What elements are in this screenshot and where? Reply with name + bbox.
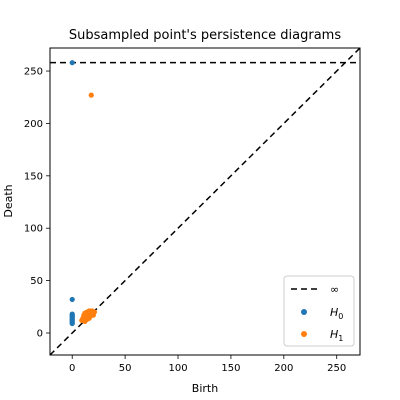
y-tick-label: 50 bbox=[30, 276, 43, 287]
point-h1 bbox=[88, 92, 94, 98]
axes-frame bbox=[49, 47, 361, 356]
x-tick-label: 150 bbox=[221, 363, 240, 374]
y-axis-ticks: 0 50 100 150 200 250 bbox=[24, 67, 50, 339]
x-tick-label: 200 bbox=[274, 363, 293, 374]
diagonal-line bbox=[49, 47, 361, 356]
x-axis-ticks: 0 50 100 150 200 250 bbox=[69, 355, 346, 374]
chart-title: Subsampled point's persistence diagrams bbox=[69, 28, 341, 43]
x-tick-label: 50 bbox=[119, 363, 132, 374]
point-h0 bbox=[69, 296, 75, 303]
y-tick-label: 150 bbox=[24, 171, 43, 182]
point-h0 bbox=[69, 320, 75, 327]
y-tick-label: 250 bbox=[24, 67, 43, 78]
y-axis-label: Death bbox=[2, 184, 15, 217]
x-tick-label: 100 bbox=[168, 363, 187, 374]
x-axis-label: Birth bbox=[192, 382, 218, 395]
y-tick-label: 0 bbox=[37, 328, 43, 339]
y-tick-label: 200 bbox=[24, 119, 43, 130]
legend-h1-swatch bbox=[301, 331, 307, 337]
legend-h0-swatch bbox=[301, 309, 307, 315]
point-h1 bbox=[80, 317, 86, 324]
data-points bbox=[69, 60, 98, 327]
x-tick-label: 0 bbox=[69, 363, 75, 374]
y-tick-label: 100 bbox=[24, 224, 43, 235]
point-h1 bbox=[82, 310, 88, 316]
legend-box bbox=[283, 275, 355, 347]
x-tick-label: 250 bbox=[327, 363, 346, 374]
legend-h1-label: H1 bbox=[330, 328, 343, 343]
point-h1 bbox=[86, 308, 92, 314]
legend: ∞ H0 H1 bbox=[283, 275, 355, 347]
point-h1 bbox=[91, 309, 98, 315]
point-h0 bbox=[69, 60, 75, 66]
plot-area bbox=[49, 47, 361, 356]
legend-infinity-label: ∞ bbox=[330, 283, 339, 296]
legend-h0-label: H0 bbox=[330, 306, 343, 321]
